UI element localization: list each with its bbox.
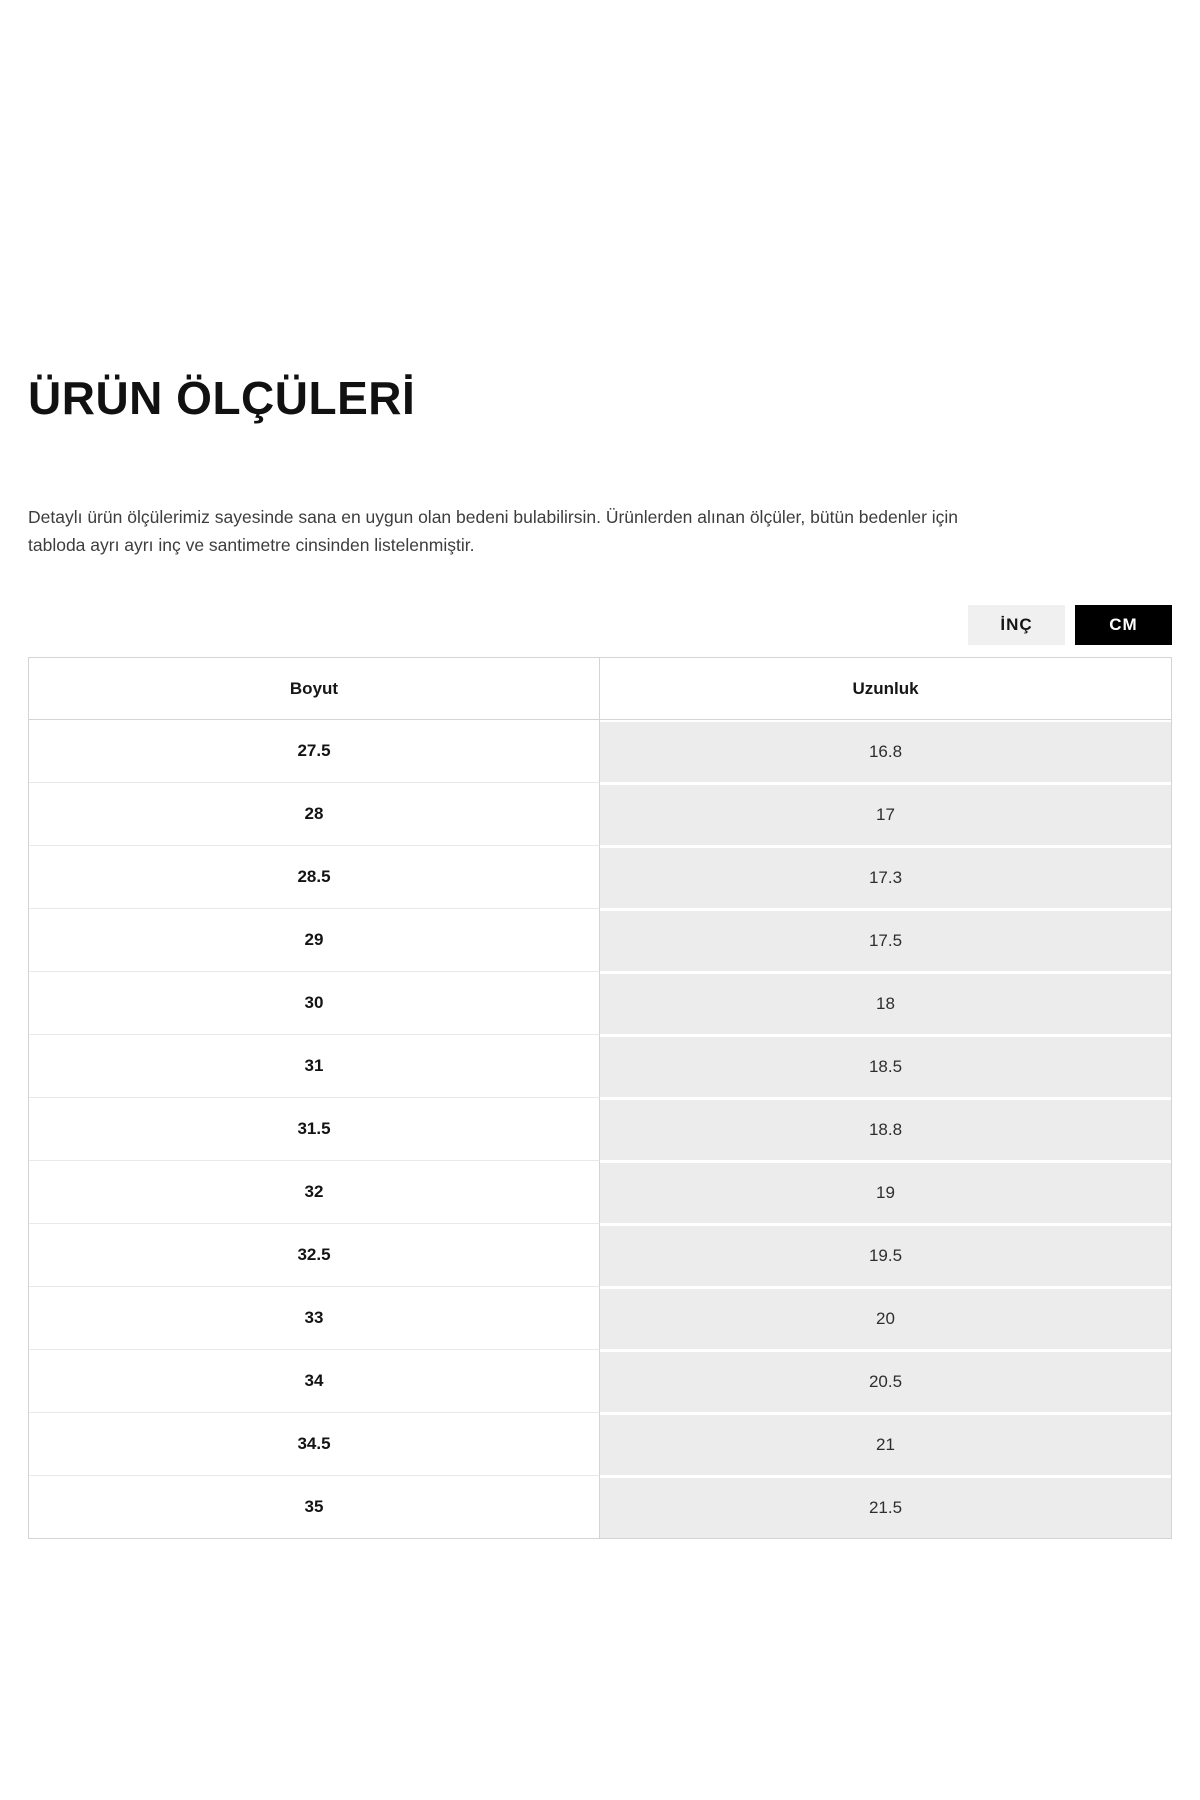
table-header-size: Boyut bbox=[29, 658, 600, 720]
table-row: 32.5 19.5 bbox=[29, 1223, 1171, 1286]
size-table: Boyut Uzunluk 27.5 16.8 28 17 28.5 17.3 bbox=[28, 657, 1172, 1539]
length-cell: 18.8 bbox=[600, 1097, 1171, 1160]
length-cell: 21 bbox=[600, 1412, 1171, 1475]
table-header-length: Uzunluk bbox=[600, 658, 1171, 720]
table-row: 28.5 17.3 bbox=[29, 845, 1171, 908]
cm-toggle-button[interactable]: CM bbox=[1075, 605, 1172, 645]
size-cell: 35 bbox=[29, 1475, 600, 1538]
size-cell: 29 bbox=[29, 908, 600, 971]
length-cell: 20 bbox=[600, 1286, 1171, 1349]
size-cell: 27.5 bbox=[29, 720, 600, 782]
length-cell: 21.5 bbox=[600, 1475, 1171, 1538]
size-cell: 31.5 bbox=[29, 1097, 600, 1160]
length-cell: 18.5 bbox=[600, 1034, 1171, 1097]
table-row: 29 17.5 bbox=[29, 908, 1171, 971]
length-cell: 19 bbox=[600, 1160, 1171, 1223]
size-cell: 34 bbox=[29, 1349, 600, 1412]
intro-line-2: tabloda ayrı ayrı inç ve santimetre cins… bbox=[28, 535, 475, 555]
table-row: 27.5 16.8 bbox=[29, 720, 1171, 782]
product-measurements-section: ÜRÜN ÖLÇÜLERİ Detaylı ürün ölçülerimiz s… bbox=[28, 372, 1172, 1539]
length-cell: 16.8 bbox=[600, 720, 1171, 782]
size-cell: 28 bbox=[29, 782, 600, 845]
table-row: 35 21.5 bbox=[29, 1475, 1171, 1538]
size-table-container: Boyut Uzunluk 27.5 16.8 28 17 28.5 17.3 bbox=[28, 657, 1172, 1539]
size-cell: 28.5 bbox=[29, 845, 600, 908]
size-cell: 30 bbox=[29, 971, 600, 1034]
unit-toggle: İNÇ CM bbox=[28, 605, 1172, 645]
size-cell: 31 bbox=[29, 1034, 600, 1097]
length-cell: 20.5 bbox=[600, 1349, 1171, 1412]
size-cell: 32.5 bbox=[29, 1223, 600, 1286]
table-row: 34 20.5 bbox=[29, 1349, 1171, 1412]
page-title: ÜRÜN ÖLÇÜLERİ bbox=[28, 372, 416, 424]
table-row: 32 19 bbox=[29, 1160, 1171, 1223]
table-row: 28 17 bbox=[29, 782, 1171, 845]
table-row: 30 18 bbox=[29, 971, 1171, 1034]
size-cell: 34.5 bbox=[29, 1412, 600, 1475]
intro-line-1: Detaylı ürün ölçülerimiz sayesinde sana … bbox=[28, 507, 959, 527]
length-cell: 17.3 bbox=[600, 845, 1171, 908]
inch-toggle-button[interactable]: İNÇ bbox=[968, 605, 1065, 645]
table-row: 31 18.5 bbox=[29, 1034, 1171, 1097]
size-cell: 32 bbox=[29, 1160, 600, 1223]
table-row: 34.5 21 bbox=[29, 1412, 1171, 1475]
length-cell: 17 bbox=[600, 782, 1171, 845]
length-cell: 19.5 bbox=[600, 1223, 1171, 1286]
table-row: 31.5 18.8 bbox=[29, 1097, 1171, 1160]
intro-text: Detaylı ürün ölçülerimiz sayesinde sana … bbox=[28, 503, 1088, 559]
length-cell: 17.5 bbox=[600, 908, 1171, 971]
size-cell: 33 bbox=[29, 1286, 600, 1349]
length-cell: 18 bbox=[600, 971, 1171, 1034]
table-header-row: Boyut Uzunluk bbox=[29, 658, 1171, 720]
table-row: 33 20 bbox=[29, 1286, 1171, 1349]
